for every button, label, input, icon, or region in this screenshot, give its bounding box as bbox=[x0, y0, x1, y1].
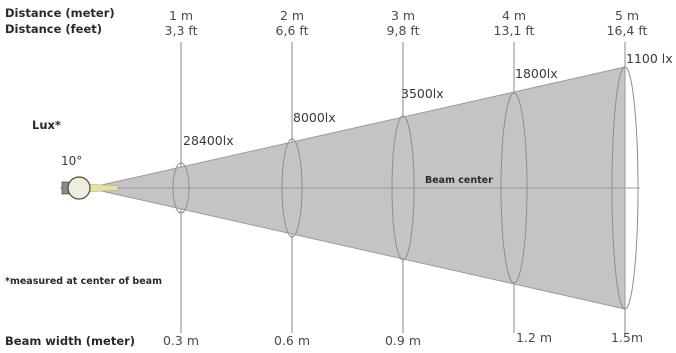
distance-meter-value: 1 m bbox=[165, 8, 198, 23]
beam-width-5m: 1.5m bbox=[611, 330, 643, 345]
beam-center-label: Beam center bbox=[425, 175, 493, 186]
distance-feet-value: 3,3 ft bbox=[165, 23, 198, 38]
lamp-icon bbox=[68, 177, 90, 199]
lux-value-5m: 1100 lx bbox=[626, 51, 673, 66]
distance-meter-value: 2 m bbox=[276, 8, 309, 23]
distance-2m: 2 m 6,6 ft bbox=[276, 8, 309, 38]
distance-meter-label: Distance (meter) bbox=[5, 6, 115, 20]
beam-width-label: Beam width (meter) bbox=[5, 334, 135, 348]
distance-feet-value: 13,1 ft bbox=[494, 23, 535, 38]
footnote: *measured at center of beam bbox=[5, 276, 162, 287]
distance-meter-value: 4 m bbox=[494, 8, 535, 23]
beam-width-4m: 1.2 m bbox=[516, 330, 552, 345]
beam-width-2m: 0.6 m bbox=[274, 333, 310, 348]
distance-5m: 5 m 16,4 ft bbox=[607, 8, 648, 38]
lux-value-4m: 1800lx bbox=[515, 66, 558, 81]
distance-feet-value: 9,8 ft bbox=[387, 23, 420, 38]
lux-label: Lux* bbox=[32, 118, 61, 132]
beam-width-1m: 0.3 m bbox=[163, 333, 199, 348]
lux-value-2m: 8000lx bbox=[293, 110, 336, 125]
distance-4m: 4 m 13,1 ft bbox=[494, 8, 535, 38]
distance-feet-value: 16,4 ft bbox=[607, 23, 648, 38]
distance-meter-value: 5 m bbox=[607, 8, 648, 23]
lux-value-1m: 28400lx bbox=[183, 133, 234, 148]
lux-value-3m: 3500lx bbox=[401, 86, 444, 101]
beam-width-3m: 0.9 m bbox=[385, 333, 421, 348]
distance-1m: 1 m 3,3 ft bbox=[165, 8, 198, 38]
distance-meter-value: 3 m bbox=[387, 8, 420, 23]
distance-feet-value: 6,6 ft bbox=[276, 23, 309, 38]
distance-feet-label: Distance (feet) bbox=[5, 22, 102, 36]
distance-3m: 3 m 9,8 ft bbox=[387, 8, 420, 38]
beam-angle-label: 10° bbox=[61, 154, 82, 168]
